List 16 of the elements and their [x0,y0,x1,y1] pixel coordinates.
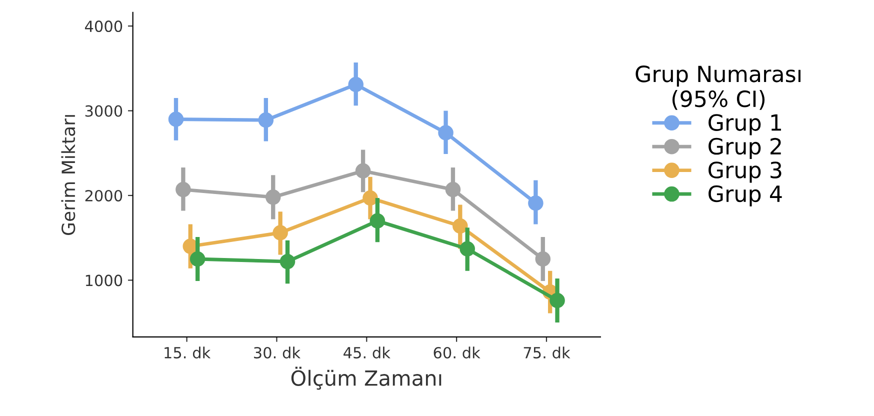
legend-label: Grup 1 [708,114,781,136]
y-tick-label: 2000 [85,190,122,202]
legend-title: Grup Numarası (95% CI) [636,66,800,110]
x-tick-label: 75. dk [524,346,570,359]
legend-label: Grup 2 [708,138,781,159]
y-tick-label: 3000 [85,105,122,117]
y-tick-label: 1000 [86,274,122,286]
y-axis-title: Gerim Miktarı [61,115,76,235]
y-tick-label: 4000 [84,20,122,32]
x-axis-title: Ölçüm Zamanı [291,366,442,390]
x-tick-label: 45. dk [344,346,390,359]
x-tick-label: 60. dk [434,346,480,359]
x-tick-label: 15. dk [164,346,211,359]
legend-label: Grup 3 [708,162,782,183]
legend-label: Grup 4 [708,185,782,206]
x-tick-label: 30. dk [254,346,301,359]
